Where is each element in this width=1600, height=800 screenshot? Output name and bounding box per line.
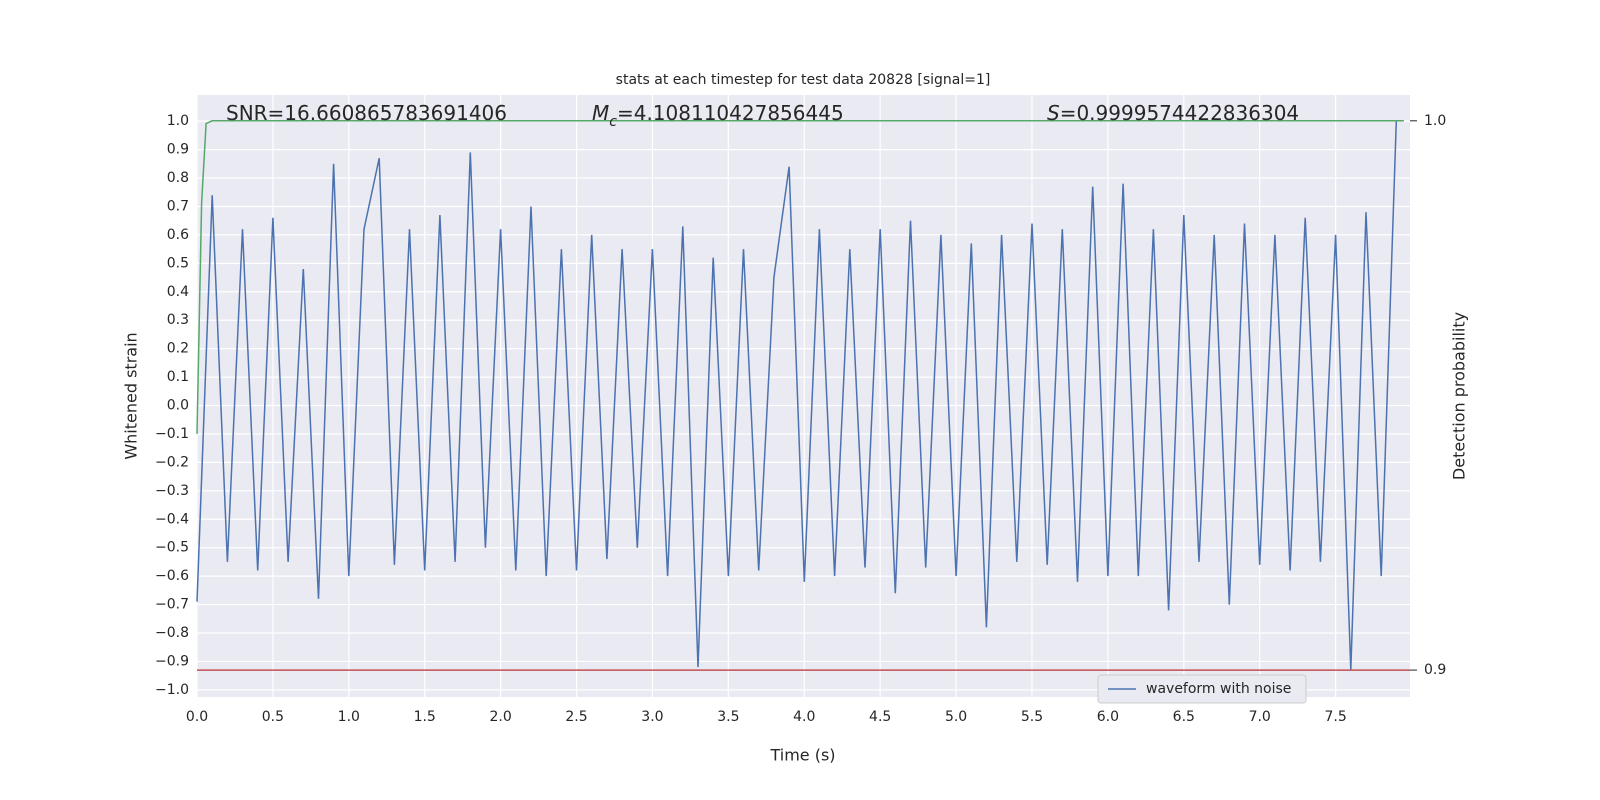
y-tick-label: 0.5 [167,255,189,271]
y-tick-label: −0.1 [155,426,189,442]
y-tick-label: 0.1 [167,369,189,385]
annotation-symbol: S [1047,101,1060,125]
annotation: Mc=4.108110427856445 [592,101,844,131]
x-tick-label: 0.5 [262,709,284,725]
y-tick-label: −0.3 [155,483,189,499]
annotation-subscript: c [609,114,617,130]
y-tick-label: 1.0 [167,113,189,129]
x-tick-label: 7.5 [1324,709,1346,725]
y-tick-label: −0.9 [155,653,189,669]
series-line [196,120,1404,434]
annotation-text: =4.108110427856445 [617,101,844,125]
y-axis-label: Whitened strain [122,332,141,459]
y-tick-label: 0.9 [167,142,189,158]
x-tick-label: 2.0 [489,709,511,725]
x-tick-label: 3.5 [717,709,739,725]
annotation-text: SNR=16.660865783691406 [226,101,507,125]
y-tick-label: −0.6 [155,568,189,584]
y-tick-label: 0.3 [167,312,189,328]
y-tick-label: −0.4 [155,511,189,527]
x-tick-label: 4.0 [793,709,815,725]
x-tick-label: 0.0 [186,709,208,725]
x-tick-label: 6.5 [1173,709,1195,725]
chart-title: stats at each timestep for test data 208… [616,72,991,88]
series-line [196,121,1398,671]
y-tick-label: 0.6 [167,227,189,243]
y-tick-label: 0.4 [167,284,189,300]
x-tick-label: 1.0 [338,709,360,725]
x-tick-label: 6.0 [1097,709,1119,725]
y-tick-label: 0.8 [167,170,189,186]
legend-box [1097,674,1307,704]
y2-tick-label: 1.0 [1424,113,1446,129]
y-tick-label: 0.0 [167,398,189,414]
legend-label: waveform with noise [1146,681,1291,697]
x-axis-label: Time (s) [769,746,835,765]
y2-tick-label: 0.9 [1424,662,1446,678]
x-tick-label: 1.5 [414,709,436,725]
y-tick-label: −0.5 [155,540,189,556]
y-tick-label: 0.7 [167,198,189,214]
annotation-text: =0.9999574422836304 [1060,101,1299,125]
y-tick-label: −0.7 [155,597,189,613]
x-tick-label: 5.5 [1021,709,1043,725]
annotation-symbol: M [592,101,609,125]
x-tick-label: 5.0 [945,709,967,725]
y-tick-label: −0.2 [155,454,189,470]
x-tick-label: 3.0 [641,709,663,725]
y-tick-label: 0.2 [167,341,189,357]
y2-axis-label: Detection probability [1450,312,1469,480]
y-tick-label: −1.0 [155,682,189,698]
plot-area [197,95,1410,697]
x-tick-label: 7.0 [1249,709,1271,725]
x-tick-label: 2.5 [565,709,587,725]
x-tick-label: 4.5 [869,709,891,725]
annotation: S=0.9999574422836304 [1047,101,1299,125]
annotation: SNR=16.660865783691406 [226,101,507,125]
y-tick-label: −0.8 [155,625,189,641]
